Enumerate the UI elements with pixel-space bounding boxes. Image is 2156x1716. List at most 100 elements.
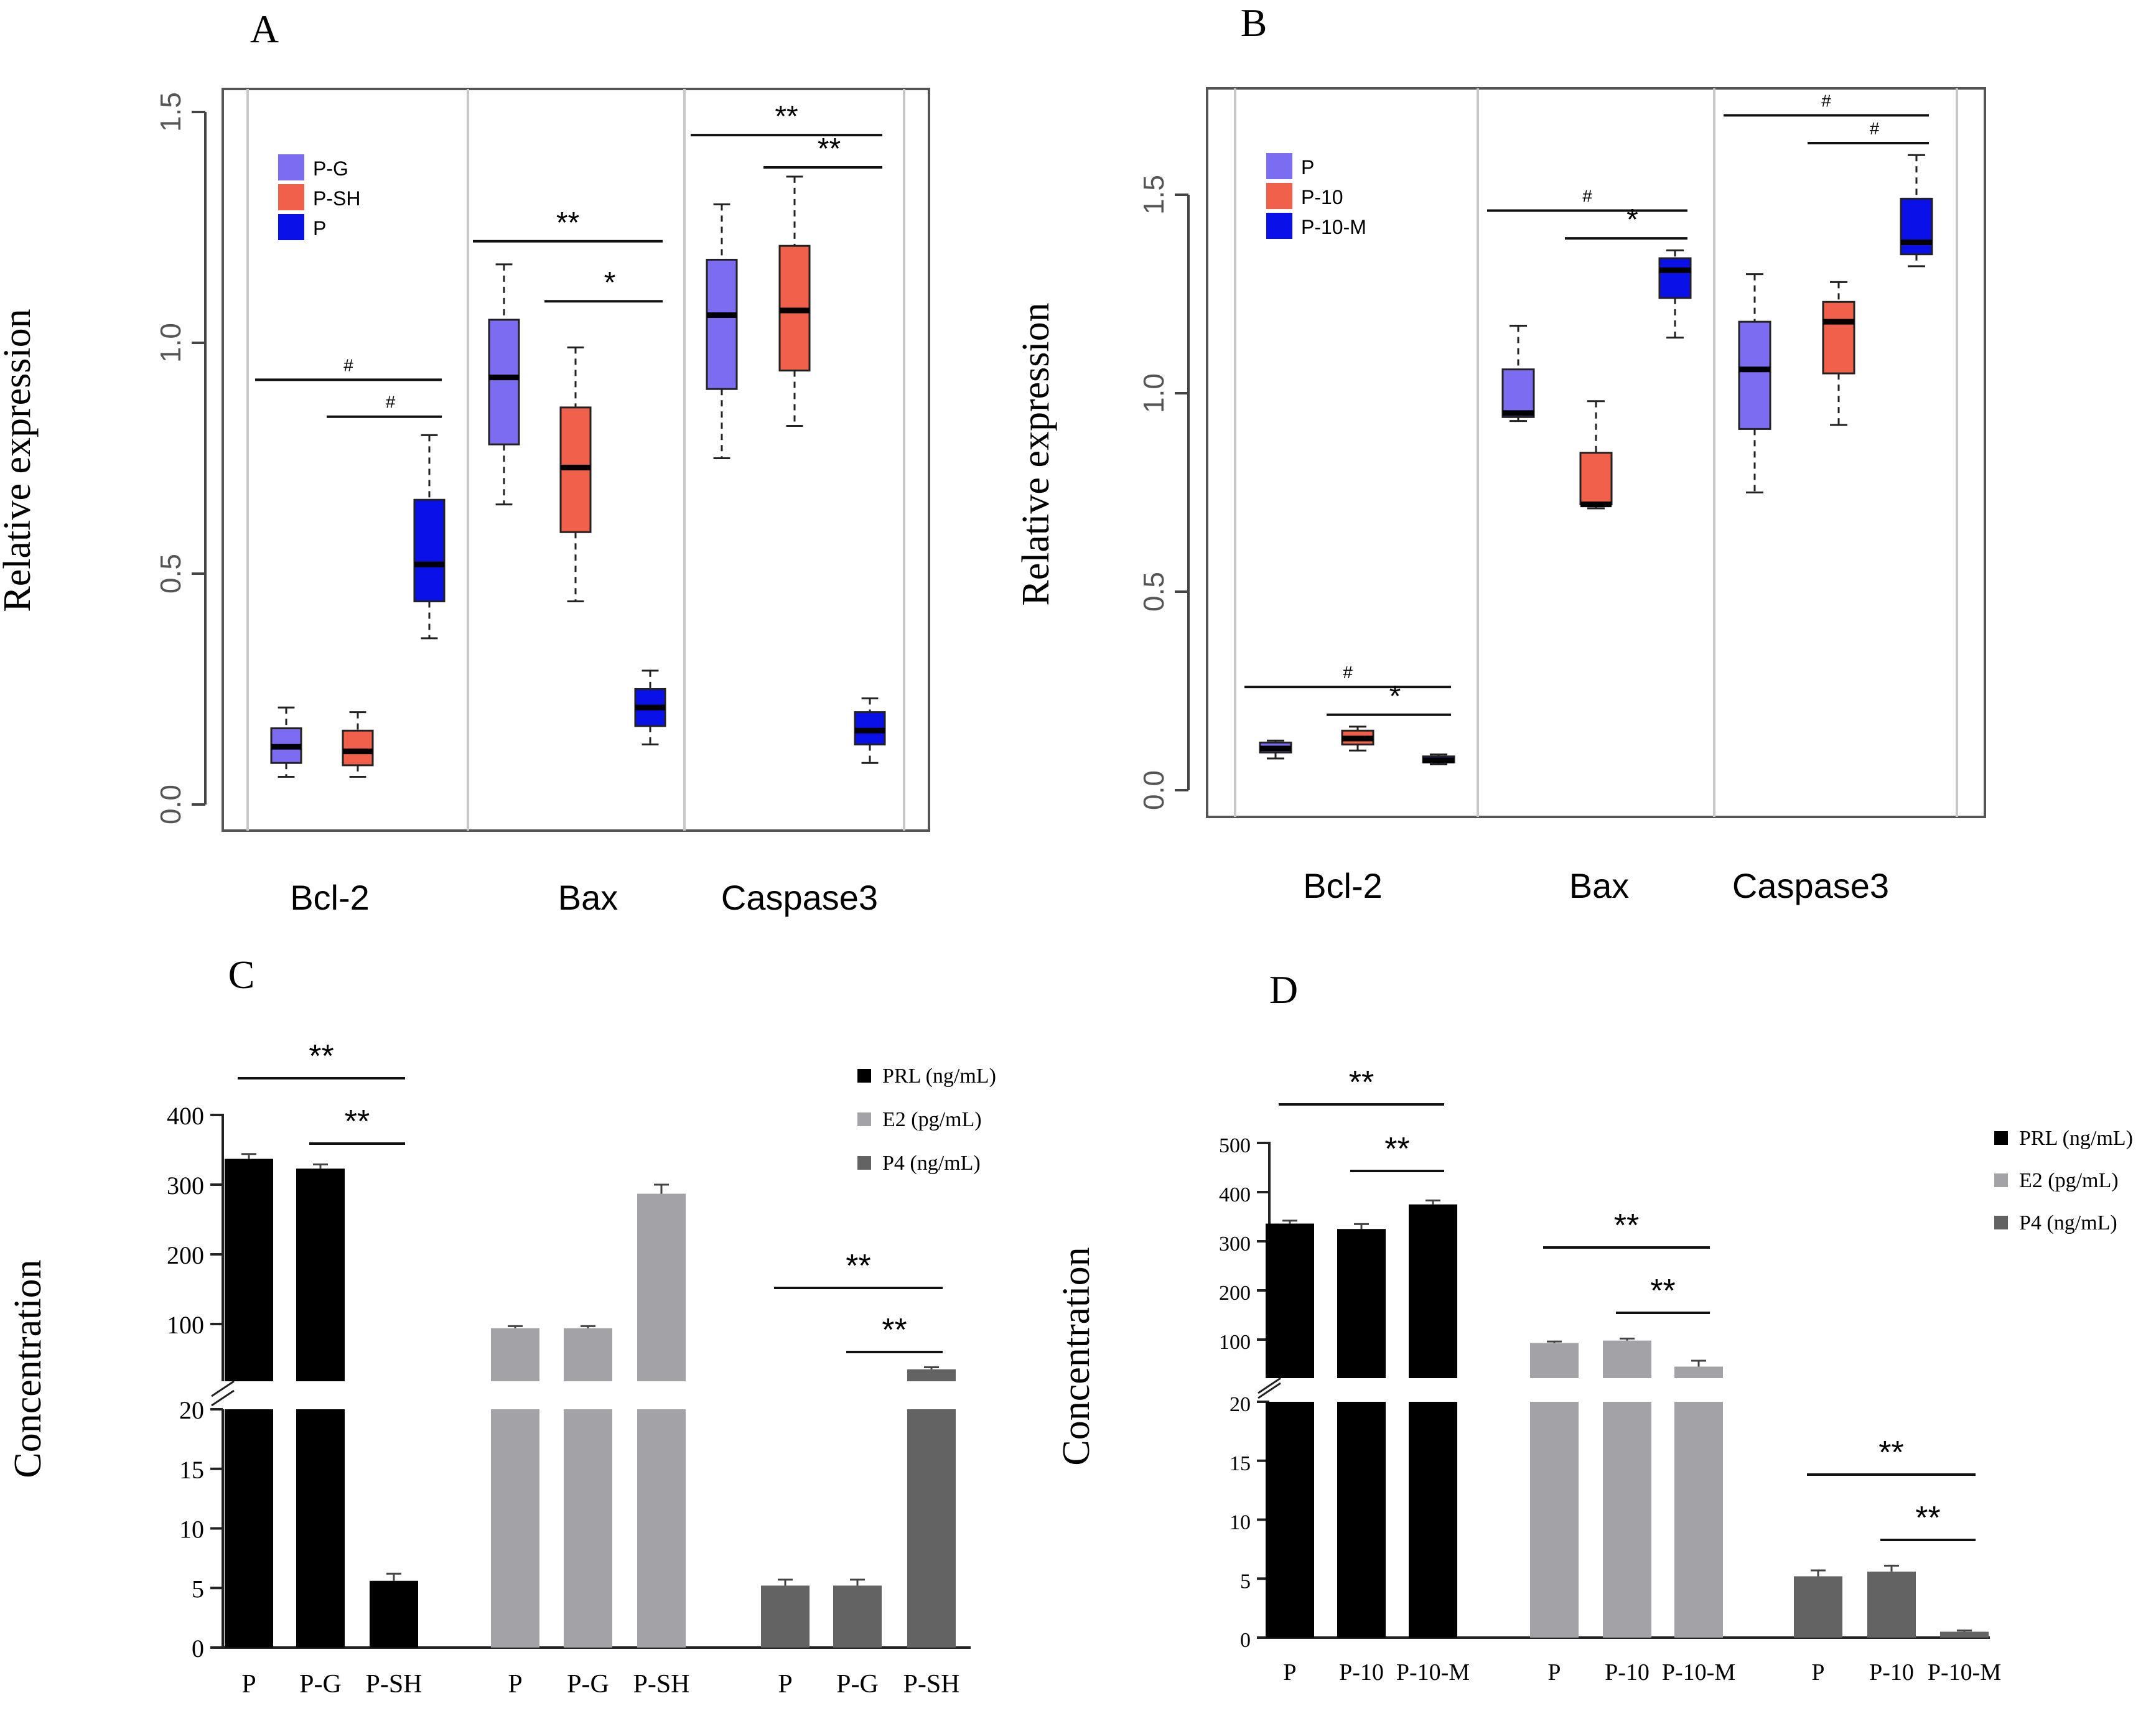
legend-label: PRL (ng/mL) xyxy=(2019,1127,2133,1150)
bar-E2 (pg/mL)-P-10-M xyxy=(1674,1359,1723,1638)
x-group-label: Caspase3 xyxy=(721,878,878,917)
box-iqr xyxy=(1900,197,1933,256)
box-P-Caspase3 xyxy=(1738,273,1771,493)
significance-label: ** xyxy=(846,1248,870,1284)
significance-label: ** xyxy=(345,1104,370,1140)
legend-swatch xyxy=(1266,153,1292,179)
legend-label: P-10 xyxy=(1301,186,1343,208)
legend-label: E2 (pg/mL) xyxy=(2019,1169,2119,1192)
bar-PRL (ng/mL)-P-10 xyxy=(1337,1223,1386,1638)
bar-upper-segment xyxy=(564,1328,612,1381)
bar-lower-segment xyxy=(1409,1402,1457,1638)
legend-label: P4 (ng/mL) xyxy=(882,1152,981,1175)
bar-PRL (ng/mL)-P-SH xyxy=(370,1572,418,1648)
significance-label: # xyxy=(1582,187,1592,206)
significance-label: # xyxy=(343,355,353,375)
axis-break-mark xyxy=(211,1389,235,1407)
bar-lower-segment xyxy=(1337,1402,1386,1638)
legend-swatch xyxy=(857,1156,871,1170)
legend-label: P xyxy=(1301,156,1314,179)
box-P-Caspase3 xyxy=(854,697,886,764)
y-tick-label: 0.5 xyxy=(154,554,187,594)
panel-label-b: B xyxy=(1241,1,1267,45)
significance-label: ** xyxy=(1349,1065,1374,1101)
significance-label: ** xyxy=(882,1312,907,1348)
axis-break-mark xyxy=(1258,1377,1281,1394)
plot-frame xyxy=(222,88,930,832)
panel-label-a: A xyxy=(250,7,279,51)
bar-lower-segment xyxy=(1674,1402,1723,1638)
bar-upper-segment xyxy=(296,1168,345,1381)
y-tick-label: 0.0 xyxy=(1137,770,1170,810)
y-axis-label: Concentration xyxy=(1055,1247,1098,1465)
plot-frame xyxy=(1206,87,1986,818)
y-tick-label: 0.0 xyxy=(154,785,187,824)
x-category-label: P xyxy=(778,1670,792,1699)
x-category-label: P-10 xyxy=(1339,1659,1384,1686)
legend-label: P-10-M xyxy=(1301,216,1366,238)
bar-PRL (ng/mL)-P xyxy=(1266,1219,1314,1638)
box-P-Bax xyxy=(634,669,666,746)
y-tick-label: 1.0 xyxy=(1137,373,1170,413)
legend-swatch xyxy=(278,184,304,210)
bar-lower-segment xyxy=(564,1409,612,1648)
significance-label: # xyxy=(386,393,396,412)
significance-label: ** xyxy=(818,133,841,166)
x-category-label: P xyxy=(508,1670,522,1699)
axis-break-mark xyxy=(211,1380,235,1397)
y-tick-label: 20 xyxy=(1230,1393,1251,1416)
bar-lower-segment xyxy=(637,1409,686,1648)
legend-swatch xyxy=(1266,213,1292,239)
legend-swatch xyxy=(857,1112,871,1126)
box-P-G-Bax xyxy=(488,263,520,506)
significance-label: * xyxy=(1389,680,1401,713)
box-P-G-Caspase3 xyxy=(706,203,738,459)
y-tick-label: 5 xyxy=(192,1575,204,1603)
y-tick-label: 15 xyxy=(179,1456,204,1484)
bar-lower-segment xyxy=(1266,1402,1314,1638)
significance-label: * xyxy=(604,266,616,299)
box-P-SH-Bcl-2 xyxy=(342,711,374,778)
bar-upper-segment xyxy=(1337,1229,1386,1378)
y-tick-label: 1.5 xyxy=(1137,175,1170,215)
significance-label: ** xyxy=(309,1038,334,1075)
box-P-10-Caspase3 xyxy=(1822,281,1855,426)
significance-label: ** xyxy=(1614,1208,1639,1244)
legend-swatch xyxy=(1994,1216,2008,1229)
bar xyxy=(833,1585,882,1648)
bar-upper-segment xyxy=(491,1328,539,1381)
significance-label: ** xyxy=(1384,1131,1409,1167)
y-tick-label: 20 xyxy=(179,1396,204,1424)
y-tick-label: 0.5 xyxy=(1137,572,1170,612)
box-P-10-M-Caspase3 xyxy=(1900,154,1933,268)
y-tick-label: 300 xyxy=(167,1172,204,1200)
x-category-label: P-G xyxy=(567,1670,609,1699)
panel-label-c: C xyxy=(228,953,255,997)
chart-c: 0 5 10 15 20 100 200 300 400 Concentration P P-G P-S… xyxy=(7,1038,996,1699)
bar-P4 (ng/mL)-P-SH xyxy=(907,1366,956,1648)
bar xyxy=(370,1580,418,1648)
x-category-label: P-10-M xyxy=(1396,1659,1470,1686)
bar-lower-segment xyxy=(225,1409,273,1648)
bar-upper-segment xyxy=(225,1159,273,1381)
bar xyxy=(1794,1576,1842,1638)
bar-E2 (pg/mL)-P xyxy=(491,1325,539,1648)
y-tick-label: 0 xyxy=(1240,1629,1251,1652)
bar-upper-segment xyxy=(1266,1223,1314,1378)
box-iqr xyxy=(1501,368,1535,418)
y-tick-label: 0 xyxy=(192,1634,204,1662)
y-tick-label: 1.5 xyxy=(154,92,187,132)
box-iqr xyxy=(706,258,738,390)
bar-P4 (ng/mL)-P-10-M xyxy=(1940,1630,1989,1638)
x-group-label: Bax xyxy=(1569,866,1630,905)
y-axis-label: Relative expression xyxy=(1015,302,1057,605)
bar-P4 (ng/mL)-P xyxy=(761,1578,810,1648)
y-tick-label: 1.0 xyxy=(154,323,187,363)
box-iqr xyxy=(342,729,374,767)
box-iqr xyxy=(1738,320,1771,430)
significance-label: ** xyxy=(1878,1435,1903,1471)
bar-lower-segment xyxy=(296,1409,345,1648)
bar-lower-segment xyxy=(491,1409,539,1648)
x-group-label: Caspase3 xyxy=(1732,866,1889,905)
box-P-10-Bcl-2 xyxy=(1341,725,1374,752)
